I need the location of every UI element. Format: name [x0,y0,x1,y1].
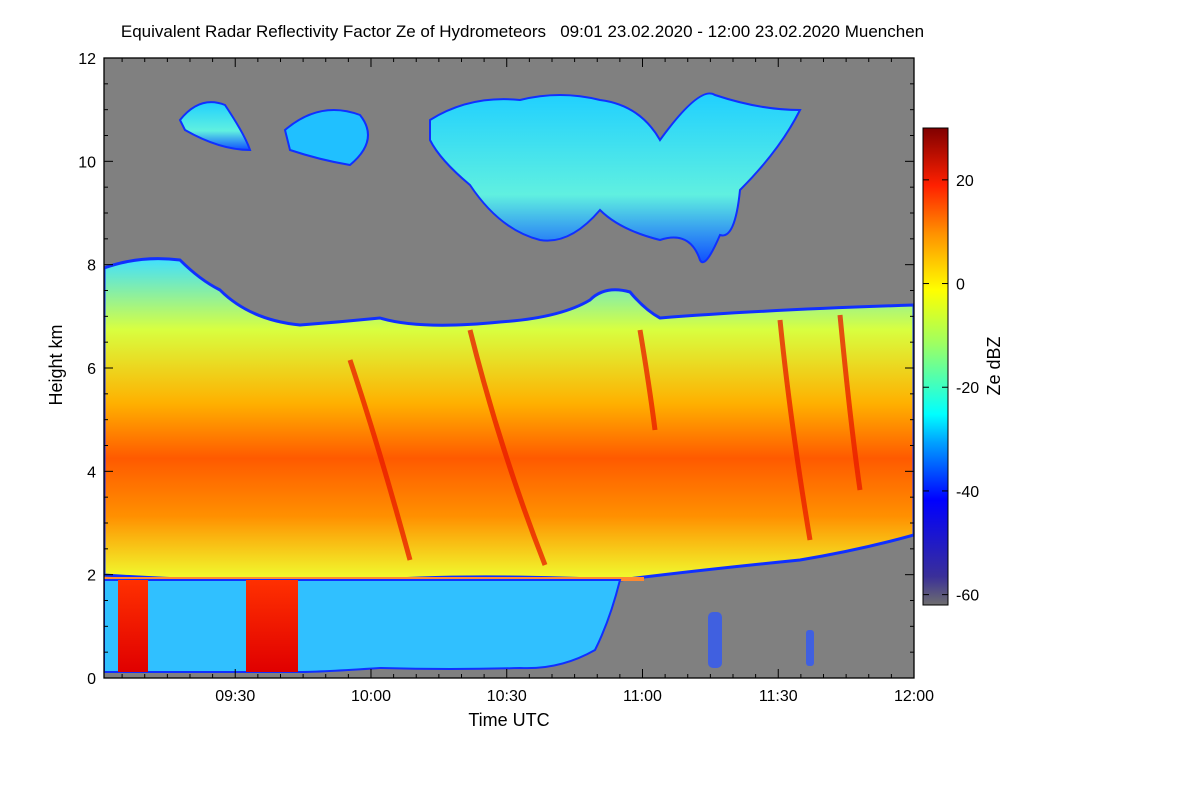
x-axis: 09:30 10:00 10:30 11:00 11:30 12:00 [121,58,934,705]
cirrus-layer [429,92,802,264]
surface-echo [708,612,722,668]
colorbar [922,127,949,606]
rain-shaft [118,580,148,672]
y-axis-label: Height km [46,324,66,405]
y-tick-label: 12 [78,51,96,68]
y-tick-label: 0 [87,671,96,688]
colorbar-axis: 20 0 -20 -40 -60 [923,173,979,605]
rain-shaft [246,580,298,672]
colorbar-tick-label: -60 [956,588,979,605]
x-tick-label: 11:00 [623,688,662,705]
radar-reflectivity-field [104,92,914,673]
colorbar-tick-label: 0 [956,277,965,294]
colorbar-label: Ze dBZ [984,336,1004,395]
cirrus-layer [283,109,369,167]
x-axis-label: Time UTC [468,710,549,730]
x-tick-label: 10:00 [351,688,391,705]
x-tick-label: 12:00 [894,688,934,705]
colorbar-tick-label: 20 [956,173,974,190]
x-tick-label: 10:30 [487,688,527,705]
precipitation-region [104,579,622,673]
x-tick-label: 09:30 [215,688,255,705]
y-axis: 0 2 4 6 8 10 12 [78,51,914,688]
cirrus-layer [178,101,252,152]
surface-echo [806,630,814,666]
y-tick-label: 6 [87,361,96,378]
colorbar-tick-label: -40 [956,484,979,501]
colorbar-tick-label: -20 [956,380,979,397]
fall-streaks [347,314,863,566]
y-tick-label: 2 [87,568,96,585]
chart-title: Equivalent Radar Reflectivity Factor Ze … [120,22,925,41]
x-tick-label: 11:30 [759,688,798,705]
y-tick-label: 8 [87,258,96,275]
y-tick-label: 10 [78,154,96,171]
y-tick-label: 4 [87,464,96,481]
